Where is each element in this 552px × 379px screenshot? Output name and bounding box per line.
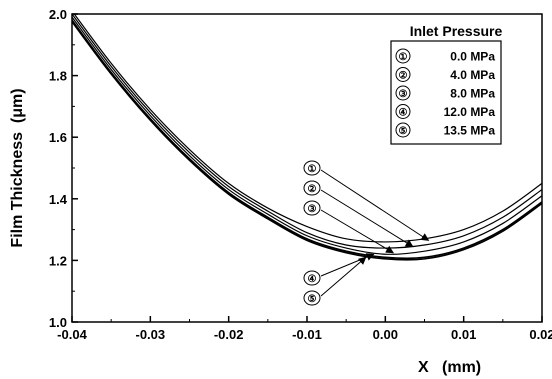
- legend-entry-label: 12.0 MPa: [444, 105, 496, 119]
- annotation-circle: [303, 290, 321, 306]
- x-axis-label: X (mm): [418, 359, 481, 376]
- legend-marker: ④: [399, 108, 408, 119]
- y-tick-label: 1.4: [49, 192, 68, 207]
- legend: Inlet Pressure ① 0.0 MPa ② 4.0 MPa ③ 8.0 MPa ④ 1…: [390, 23, 503, 145]
- legend-marker-circle: [395, 104, 411, 119]
- annotation-circle: [303, 160, 321, 176]
- y-axis-label: Film Thickness (μm): [9, 88, 26, 247]
- x-tick-label: -0.03: [136, 327, 166, 342]
- y-tick-label: 1.6: [49, 130, 67, 145]
- annotation-arrow: [320, 189, 414, 248]
- annotation-marker-5: ⑤: [308, 294, 317, 305]
- annotations: ① ② ③ ④ ⑤: [303, 160, 430, 306]
- legend-marker: ⑤: [399, 126, 408, 137]
- series-line-3: [72, 16, 542, 255]
- legend-marker: ①: [399, 52, 408, 63]
- x-tick-label: -0.04: [57, 327, 87, 342]
- annotation-arrow: [320, 209, 395, 254]
- legend-marker-circle: [395, 48, 411, 64]
- x-tick-label: 0.02: [529, 327, 552, 342]
- annotation-marker-4: ④: [308, 274, 317, 285]
- legend-title: Inlet Pressure: [410, 23, 503, 39]
- y-tick-label: 2.0: [49, 7, 67, 22]
- annotation-circle: [303, 200, 321, 216]
- legend-marker: ②: [399, 71, 408, 82]
- x-tick-label: -0.02: [214, 327, 244, 342]
- legend-marker: ③: [399, 89, 408, 100]
- annotation-marker-3: ③: [308, 204, 317, 215]
- annotation-marker-2: ②: [308, 184, 317, 195]
- legend-entry-label: 0.0 MPa: [450, 50, 495, 64]
- x-tick-label: 0.01: [451, 327, 476, 342]
- legend-marker-circle: [395, 122, 411, 138]
- annotation-arrow: [320, 256, 367, 297]
- x-axis: -0.04 -0.03 -0.02 -0.01 0.00 0.01 0.02: [57, 316, 552, 342]
- series-line-1: [73, 14, 542, 243]
- x-tick-label: 0.00: [373, 327, 398, 342]
- series-line-2: [72, 14, 542, 249]
- y-axis: 1.0 1.2 1.4 1.6 1.8 2.0: [49, 7, 78, 330]
- annotation-marker-1: ①: [308, 164, 317, 175]
- series-curves: [72, 14, 542, 261]
- series-line-5: [72, 21, 542, 261]
- legend-entry-label: 8.0 MPa: [450, 87, 495, 101]
- annotation-circle: [303, 270, 321, 286]
- legend-entry-label: 13.5 MPa: [444, 124, 496, 138]
- y-tick-label: 1.8: [49, 69, 67, 84]
- legend-entry-label: 4.0 MPa: [450, 68, 495, 82]
- legend-marker-circle: [395, 67, 411, 82]
- series-line-4: [72, 19, 542, 260]
- y-tick-label: 1.0: [49, 315, 67, 330]
- legend-marker-circle: [395, 85, 411, 101]
- y-tick-label: 1.2: [49, 253, 67, 268]
- annotation-arrow: [320, 169, 430, 241]
- annotation-circle: [303, 180, 321, 196]
- x-tick-label: -0.01: [292, 327, 322, 342]
